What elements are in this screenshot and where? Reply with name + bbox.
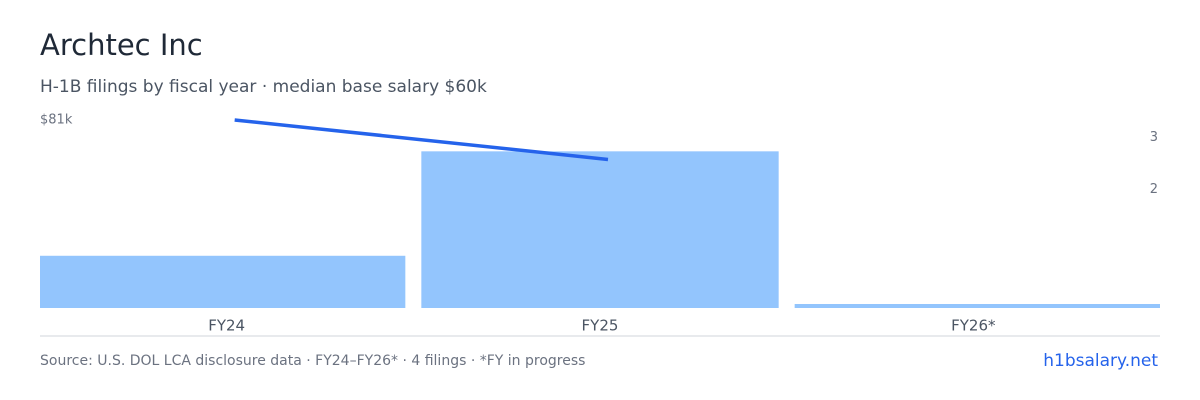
chart-title: Archtec Inc [40,28,203,62]
bar [40,255,406,308]
x-tick-label: FY25 [582,317,619,335]
bar [421,151,779,308]
bar [794,304,1160,308]
y2-tick-label: 3 [1150,130,1158,145]
salary-line [234,118,609,162]
y2-tick-label: 2 [1150,182,1158,197]
brand-link[interactable]: h1bsalary.net [1043,351,1158,371]
x-tick-label: FY24 [208,317,245,335]
x-tick-label: FY26* [951,317,996,335]
chart-subtitle: H-1B filings by fiscal year · median bas… [40,77,487,97]
source-note: Source: U.S. DOL LCA disclosure data · F… [40,353,585,369]
y-tick-label: $81k [40,113,73,128]
